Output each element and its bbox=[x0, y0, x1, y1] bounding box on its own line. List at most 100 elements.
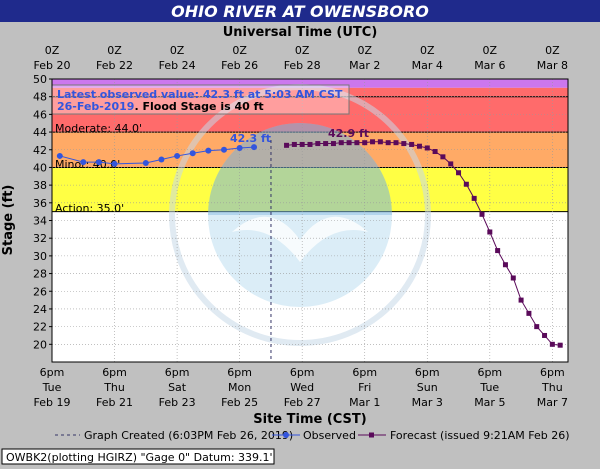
bottom-tick-day: Thu bbox=[541, 381, 563, 394]
forecast-peak-label: 42.9 ft bbox=[328, 127, 369, 140]
forecast-point bbox=[284, 142, 290, 148]
bottom-tick-date: Mar 1 bbox=[349, 396, 380, 409]
forecast-point bbox=[549, 341, 555, 347]
legend: Graph Created (6:03PM Feb 26, 2019) Obse… bbox=[55, 429, 570, 442]
observed-point bbox=[236, 144, 243, 151]
top-tick-date: Mar 6 bbox=[474, 59, 505, 72]
latest-observed-line1: Latest observed value: 42.3 ft at 5:03 A… bbox=[57, 88, 343, 101]
observed-point bbox=[158, 156, 165, 163]
forecast-series bbox=[284, 139, 563, 348]
forecast-point bbox=[393, 140, 399, 146]
top-axis-ticks: 0Z Feb 20 0Z Feb 22 0Z Feb 24 0Z Feb 26 0Z Feb 28… bbox=[34, 44, 568, 72]
observed-point bbox=[205, 147, 212, 154]
forecast-point bbox=[542, 332, 548, 338]
forecast-point bbox=[385, 140, 391, 146]
footer-info: OWBK2(plotting HGIRZ) "Gage 0" Datum: 33… bbox=[6, 451, 273, 464]
top-tick-hour: 0Z bbox=[483, 44, 498, 57]
y-tick-label: 44 bbox=[33, 126, 47, 139]
y-tick-label: 48 bbox=[33, 91, 47, 104]
forecast-point bbox=[330, 141, 336, 147]
y-tick-label: 20 bbox=[33, 338, 47, 351]
top-axis-title: Universal Time (UTC) bbox=[223, 25, 378, 40]
bottom-tick-hour: 6pm bbox=[40, 366, 65, 379]
observed-point bbox=[111, 160, 118, 167]
observed-point bbox=[174, 152, 181, 159]
forecast-point bbox=[354, 140, 360, 146]
bottom-tick-date: Feb 19 bbox=[34, 396, 71, 409]
observed-series bbox=[56, 144, 258, 167]
bottom-tick-hour: 6pm bbox=[415, 366, 440, 379]
bottom-tick-hour: 6pm bbox=[352, 366, 377, 379]
forecast-point bbox=[323, 141, 329, 147]
bottom-tick-hour: 6pm bbox=[165, 366, 190, 379]
observed-point bbox=[142, 160, 149, 167]
observed-peak-label: 42.3 ft bbox=[230, 132, 271, 145]
legend-created-label: Graph Created (6:03PM Feb 26, 2019) bbox=[84, 429, 293, 442]
bottom-tick-hour: 6pm bbox=[477, 366, 502, 379]
observed-point bbox=[80, 159, 87, 166]
bottom-tick-day: Sat bbox=[168, 381, 187, 394]
bottom-axis-ticks: 6pm Tue Feb 19 6pm Thu Feb 21 6pm Sat Feb 23 6pm M… bbox=[34, 366, 568, 409]
forecast-point bbox=[401, 141, 407, 147]
bottom-axis-title: Site Time (CST) bbox=[253, 412, 366, 427]
forecast-point bbox=[471, 195, 477, 201]
legend-observed-label: Observed bbox=[303, 429, 356, 442]
bottom-tick-day: Tue bbox=[42, 381, 62, 394]
footer-box bbox=[1, 448, 275, 465]
bottom-tick-day: Wed bbox=[290, 381, 314, 394]
observed-point bbox=[56, 152, 63, 159]
action-label: Action: 35.0' bbox=[55, 202, 124, 215]
chart-title: OHIO RIVER AT OWENSBORO bbox=[171, 2, 429, 21]
y-tick-label: 30 bbox=[33, 250, 47, 263]
forecast-point bbox=[557, 342, 563, 348]
top-tick-date: Feb 20 bbox=[34, 59, 71, 72]
top-tick-date: Feb 28 bbox=[284, 59, 321, 72]
forecast-point bbox=[440, 154, 446, 160]
grid-lines bbox=[51, 78, 568, 362]
forecast-point bbox=[526, 310, 532, 316]
latest-observed-date: 26-Feb-2019 bbox=[57, 100, 134, 113]
top-tick-hour: 0Z bbox=[357, 44, 372, 57]
bottom-tick-date: Mar 7 bbox=[537, 396, 568, 409]
forecast-point bbox=[299, 141, 305, 147]
legend-forecast-label: Forecast (issued 9:21AM Feb 26) bbox=[390, 429, 570, 442]
band-major bbox=[52, 87, 568, 97]
bottom-tick-day: Fri bbox=[358, 381, 371, 394]
legend-observed-marker bbox=[283, 432, 289, 438]
bottom-tick-day: Thu bbox=[103, 381, 125, 394]
band-record bbox=[52, 79, 568, 88]
y-tick-label: 24 bbox=[33, 303, 47, 316]
bottom-tick-day: Sun bbox=[417, 381, 438, 394]
bottom-tick-date: Feb 21 bbox=[96, 396, 133, 409]
forecast-point bbox=[432, 149, 438, 155]
observed-point bbox=[251, 144, 258, 151]
forecast-point bbox=[377, 139, 383, 145]
top-tick-hour: 0Z bbox=[295, 44, 310, 57]
top-tick-hour: 0Z bbox=[232, 44, 247, 57]
latest-observed-box bbox=[51, 84, 350, 115]
y-tick-label: 36 bbox=[33, 197, 47, 210]
top-tick-date: Feb 22 bbox=[96, 59, 133, 72]
y-tick-label: 46 bbox=[33, 108, 47, 121]
top-tick-date: Mar 4 bbox=[412, 59, 443, 72]
forecast-point bbox=[518, 297, 524, 303]
top-tick-date: Feb 24 bbox=[159, 59, 196, 72]
observed-point bbox=[95, 159, 102, 166]
y-axis-ticks: 20 22 24 26 28 30 32 34 36 38 40 42 44 46 48 50 bbox=[33, 73, 52, 351]
forecast-point bbox=[456, 170, 462, 176]
latest-observed-line2: 26-Feb-2019. Flood Stage is 40 ft bbox=[57, 100, 264, 113]
title-bar bbox=[0, 0, 600, 22]
top-tick-date: Feb 26 bbox=[221, 59, 258, 72]
moderate-label: Moderate: 44.0' bbox=[55, 122, 142, 135]
y-axis-title: Stage (ft) bbox=[1, 185, 16, 256]
y-tick-label: 34 bbox=[33, 215, 47, 228]
forecast-point bbox=[424, 145, 430, 151]
observed-point bbox=[221, 146, 227, 153]
forecast-point bbox=[291, 141, 297, 147]
forecast-point bbox=[463, 181, 469, 187]
bottom-tick-hour: 6pm bbox=[540, 366, 565, 379]
minor-label: Minor: 40.0' bbox=[55, 158, 120, 171]
y-tick-label: 22 bbox=[33, 321, 47, 334]
forecast-point bbox=[510, 275, 516, 281]
